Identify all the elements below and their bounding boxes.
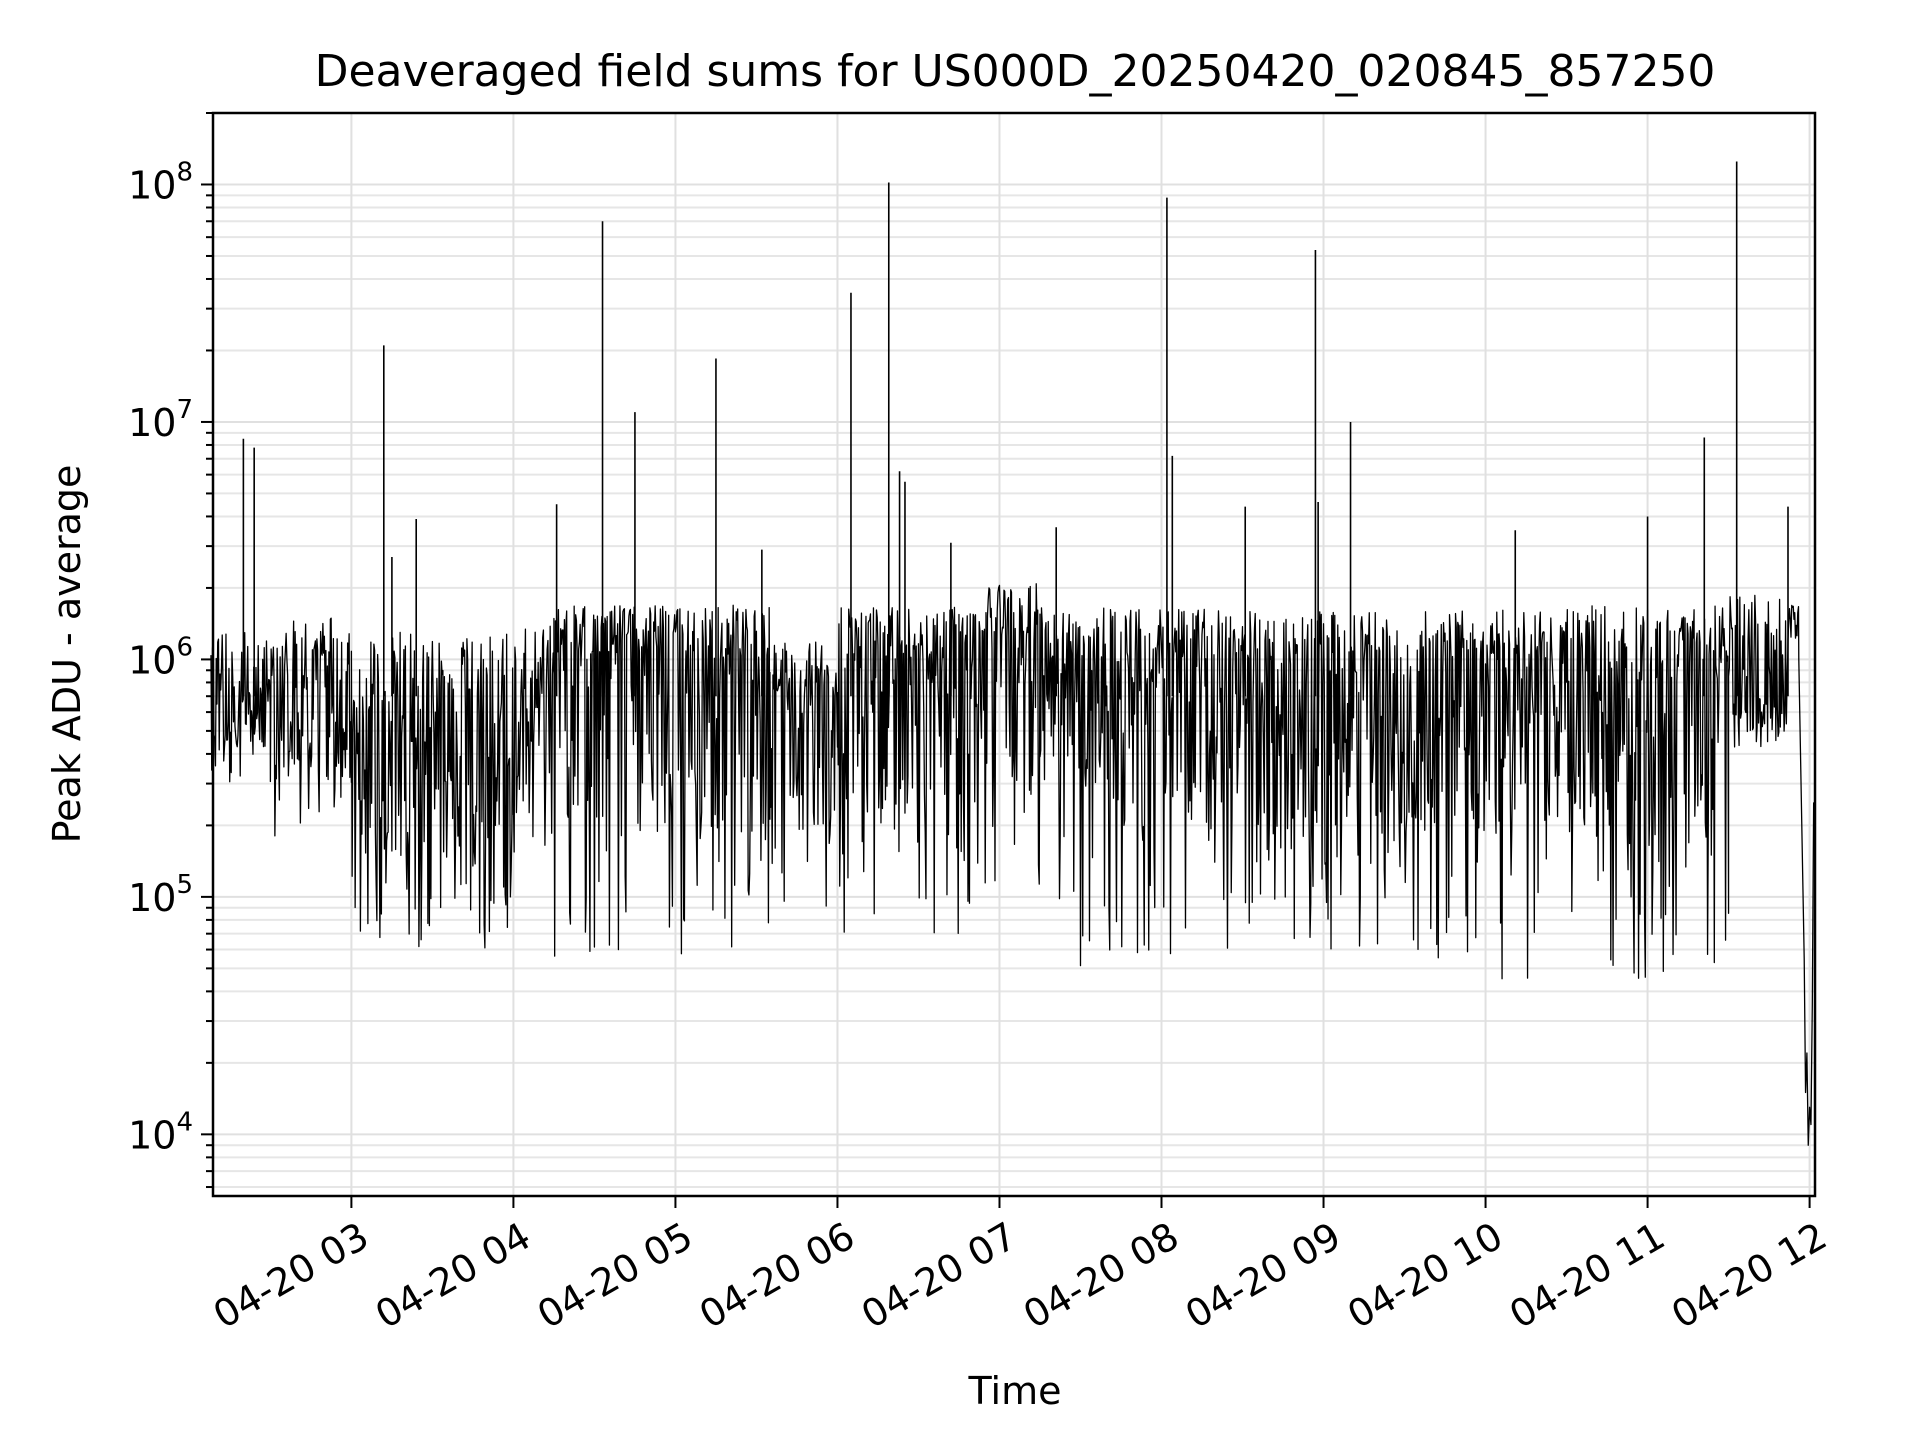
x-tick-label: 04-20 07 <box>854 1214 1024 1338</box>
y-tick-exponent: 8 <box>176 157 193 187</box>
x-tick-label: 04-20 06 <box>692 1214 862 1338</box>
y-tick-label: 106 <box>128 632 193 682</box>
y-tick-exponent: 4 <box>176 1107 193 1137</box>
x-tick-label: 04-20 04 <box>368 1214 538 1338</box>
x-tick-label: 04-20 10 <box>1340 1214 1510 1338</box>
x-tick-label: 04-20 03 <box>206 1214 376 1338</box>
x-tick-label: 04-20 09 <box>1178 1214 1348 1338</box>
series-path <box>210 583 1815 1146</box>
y-tick-base: 10 <box>128 638 176 682</box>
y-tick-label: 104 <box>128 1107 193 1157</box>
x-tick-label: 04-20 05 <box>530 1214 700 1338</box>
y-tick-base: 10 <box>128 163 176 207</box>
x-axis-label: Time <box>968 1369 1062 1413</box>
y-tick-label: 105 <box>128 870 193 920</box>
y-tick-exponent: 7 <box>176 395 193 425</box>
y-tick-label: 107 <box>128 395 193 445</box>
y-tick-exponent: 6 <box>176 632 193 662</box>
x-tick-label: 04-20 11 <box>1502 1214 1672 1338</box>
chart-title: Deaveraged field sums for US000D_2025042… <box>315 46 1716 97</box>
x-tick-label: 04-20 08 <box>1016 1214 1186 1338</box>
y-tick-base: 10 <box>128 1113 176 1157</box>
y-tick-base: 10 <box>128 401 176 445</box>
series-line <box>210 161 1815 1146</box>
plot-frame <box>211 111 1817 1198</box>
y-tick-label: 108 <box>128 157 193 207</box>
y-tick-base: 10 <box>128 876 176 920</box>
y-tick-exponent: 5 <box>176 870 193 900</box>
x-tick-label: 04-20 12 <box>1664 1214 1834 1338</box>
y-axis-label: Peak ADU - average <box>45 465 89 844</box>
